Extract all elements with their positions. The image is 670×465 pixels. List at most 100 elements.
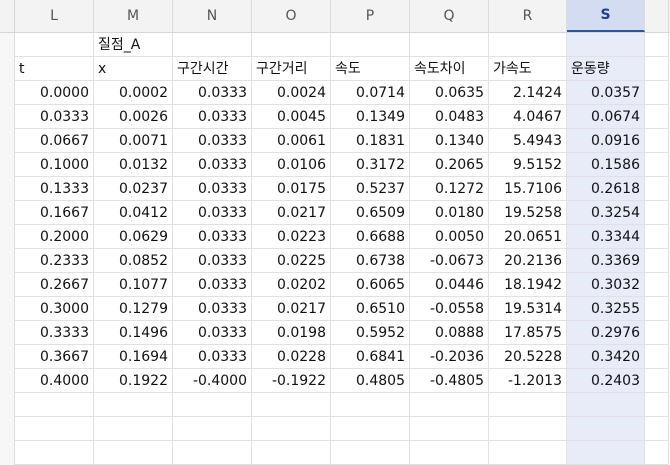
table-cell[interactable]: 2.1424 — [489, 81, 567, 105]
row-header[interactable] — [0, 177, 15, 201]
table-cell[interactable]: 0.3255 — [567, 297, 645, 321]
table-cell[interactable] — [173, 417, 252, 441]
table-cell[interactable]: 0.0002 — [94, 81, 173, 105]
table-cell[interactable]: 0.6738 — [331, 249, 410, 273]
table-cell[interactable] — [645, 81, 669, 105]
table-cell[interactable]: 0.1000 — [15, 153, 94, 177]
table-cell[interactable]: 0.0635 — [410, 81, 489, 105]
table-cell[interactable] — [252, 417, 331, 441]
table-cell[interactable]: 0.6688 — [331, 225, 410, 249]
column-header-next[interactable] — [645, 0, 669, 32]
table-cell[interactable]: 0.2618 — [567, 177, 645, 201]
table-cell[interactable]: 19.5258 — [489, 201, 567, 225]
table-cell[interactable]: 0.3369 — [567, 249, 645, 273]
table-cell[interactable]: 0.0333 — [173, 249, 252, 273]
table-cell[interactable]: 0.0667 — [15, 129, 94, 153]
table-cell[interactable]: 0.0629 — [94, 225, 173, 249]
table-cell[interactable]: 0.0714 — [331, 81, 410, 105]
table-cell[interactable]: 17.8575 — [489, 321, 567, 345]
table-cell[interactable] — [173, 393, 252, 417]
table-cell[interactable]: 0.0333 — [173, 345, 252, 369]
cell[interactable]: 질점_A — [94, 33, 173, 57]
table-cell[interactable] — [645, 201, 669, 225]
header-cell[interactable]: 속도 — [331, 57, 410, 81]
table-cell[interactable]: 0.3344 — [567, 225, 645, 249]
row-header[interactable] — [0, 273, 15, 297]
cell[interactable] — [331, 33, 410, 57]
table-cell[interactable] — [94, 441, 173, 465]
table-cell[interactable]: 0.0333 — [173, 297, 252, 321]
row-header[interactable] — [0, 321, 15, 345]
table-cell[interactable]: 0.0916 — [567, 129, 645, 153]
table-cell[interactable]: 0.6065 — [331, 273, 410, 297]
row-header[interactable] — [0, 57, 15, 81]
table-cell[interactable]: 0.3000 — [15, 297, 94, 321]
header-cell[interactable]: t — [15, 57, 94, 81]
table-cell[interactable]: -0.4805 — [410, 369, 489, 393]
table-cell[interactable] — [15, 393, 94, 417]
table-cell[interactable]: 0.5237 — [331, 177, 410, 201]
table-cell[interactable]: -1.2013 — [489, 369, 567, 393]
table-cell[interactable]: 0.1667 — [15, 201, 94, 225]
table-cell[interactable]: 0.0446 — [410, 273, 489, 297]
table-cell[interactable]: 0.0000 — [15, 81, 94, 105]
table-cell[interactable] — [173, 441, 252, 465]
table-cell[interactable]: -0.1922 — [252, 369, 331, 393]
table-cell[interactable] — [331, 417, 410, 441]
table-cell[interactable]: 0.0357 — [567, 81, 645, 105]
table-cell[interactable]: 0.0852 — [94, 249, 173, 273]
table-cell[interactable]: 0.5952 — [331, 321, 410, 345]
table-cell[interactable] — [645, 249, 669, 273]
table-cell[interactable]: 0.0333 — [173, 129, 252, 153]
table-cell[interactable] — [645, 321, 669, 345]
table-cell[interactable] — [567, 393, 645, 417]
table-cell[interactable] — [489, 441, 567, 465]
table-cell[interactable]: 0.2065 — [410, 153, 489, 177]
table-cell[interactable] — [252, 393, 331, 417]
column-header-R[interactable]: R — [489, 0, 567, 32]
row-header[interactable] — [0, 369, 15, 393]
row-header[interactable] — [0, 129, 15, 153]
table-cell[interactable]: -0.2036 — [410, 345, 489, 369]
table-cell[interactable]: 5.4943 — [489, 129, 567, 153]
table-cell[interactable]: 0.0228 — [252, 345, 331, 369]
table-cell[interactable]: 0.2403 — [567, 369, 645, 393]
table-cell[interactable]: 0.0071 — [94, 129, 173, 153]
table-cell[interactable]: 0.0333 — [173, 177, 252, 201]
table-cell[interactable]: 0.0026 — [94, 105, 173, 129]
table-cell[interactable] — [94, 393, 173, 417]
table-cell[interactable]: 0.0106 — [252, 153, 331, 177]
table-cell[interactable] — [410, 441, 489, 465]
table-cell[interactable] — [645, 177, 669, 201]
table-cell[interactable]: 0.0180 — [410, 201, 489, 225]
table-cell[interactable]: 0.1272 — [410, 177, 489, 201]
cell[interactable] — [173, 33, 252, 57]
table-cell[interactable]: 0.0333 — [173, 105, 252, 129]
cell[interactable] — [567, 33, 645, 57]
table-cell[interactable]: 0.1694 — [94, 345, 173, 369]
table-cell[interactable]: 0.0045 — [252, 105, 331, 129]
table-cell[interactable] — [645, 297, 669, 321]
table-cell[interactable] — [331, 441, 410, 465]
table-cell[interactable]: 0.6509 — [331, 201, 410, 225]
table-cell[interactable]: 0.0333 — [173, 321, 252, 345]
table-cell[interactable]: 0.1586 — [567, 153, 645, 177]
table-cell[interactable]: 15.7106 — [489, 177, 567, 201]
row-header[interactable] — [0, 153, 15, 177]
column-header-L[interactable]: L — [15, 0, 94, 32]
table-cell[interactable]: 0.0223 — [252, 225, 331, 249]
table-cell[interactable] — [645, 345, 669, 369]
table-cell[interactable]: 4.0467 — [489, 105, 567, 129]
table-cell[interactable]: 0.0674 — [567, 105, 645, 129]
header-cell[interactable]: 속도차이 — [410, 57, 489, 81]
table-cell[interactable] — [645, 417, 669, 441]
table-cell[interactable]: 0.3254 — [567, 201, 645, 225]
table-cell[interactable] — [645, 153, 669, 177]
cell[interactable] — [645, 33, 669, 57]
table-cell[interactable]: 0.6510 — [331, 297, 410, 321]
table-cell[interactable]: 0.0202 — [252, 273, 331, 297]
column-header-S[interactable]: S — [567, 0, 645, 32]
table-cell[interactable]: 0.1340 — [410, 129, 489, 153]
table-cell[interactable] — [331, 393, 410, 417]
table-cell[interactable]: 9.5152 — [489, 153, 567, 177]
